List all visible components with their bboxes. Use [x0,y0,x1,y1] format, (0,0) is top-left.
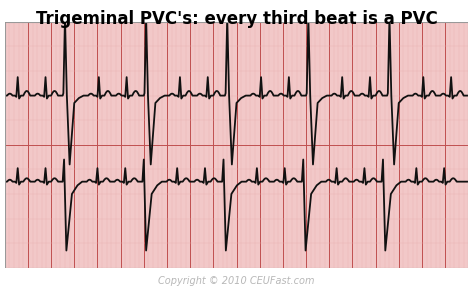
Text: Copyright © 2010 CEUFast.com: Copyright © 2010 CEUFast.com [158,276,315,286]
Text: Trigeminal PVC's: every third beat is a PVC: Trigeminal PVC's: every third beat is a … [35,10,438,28]
